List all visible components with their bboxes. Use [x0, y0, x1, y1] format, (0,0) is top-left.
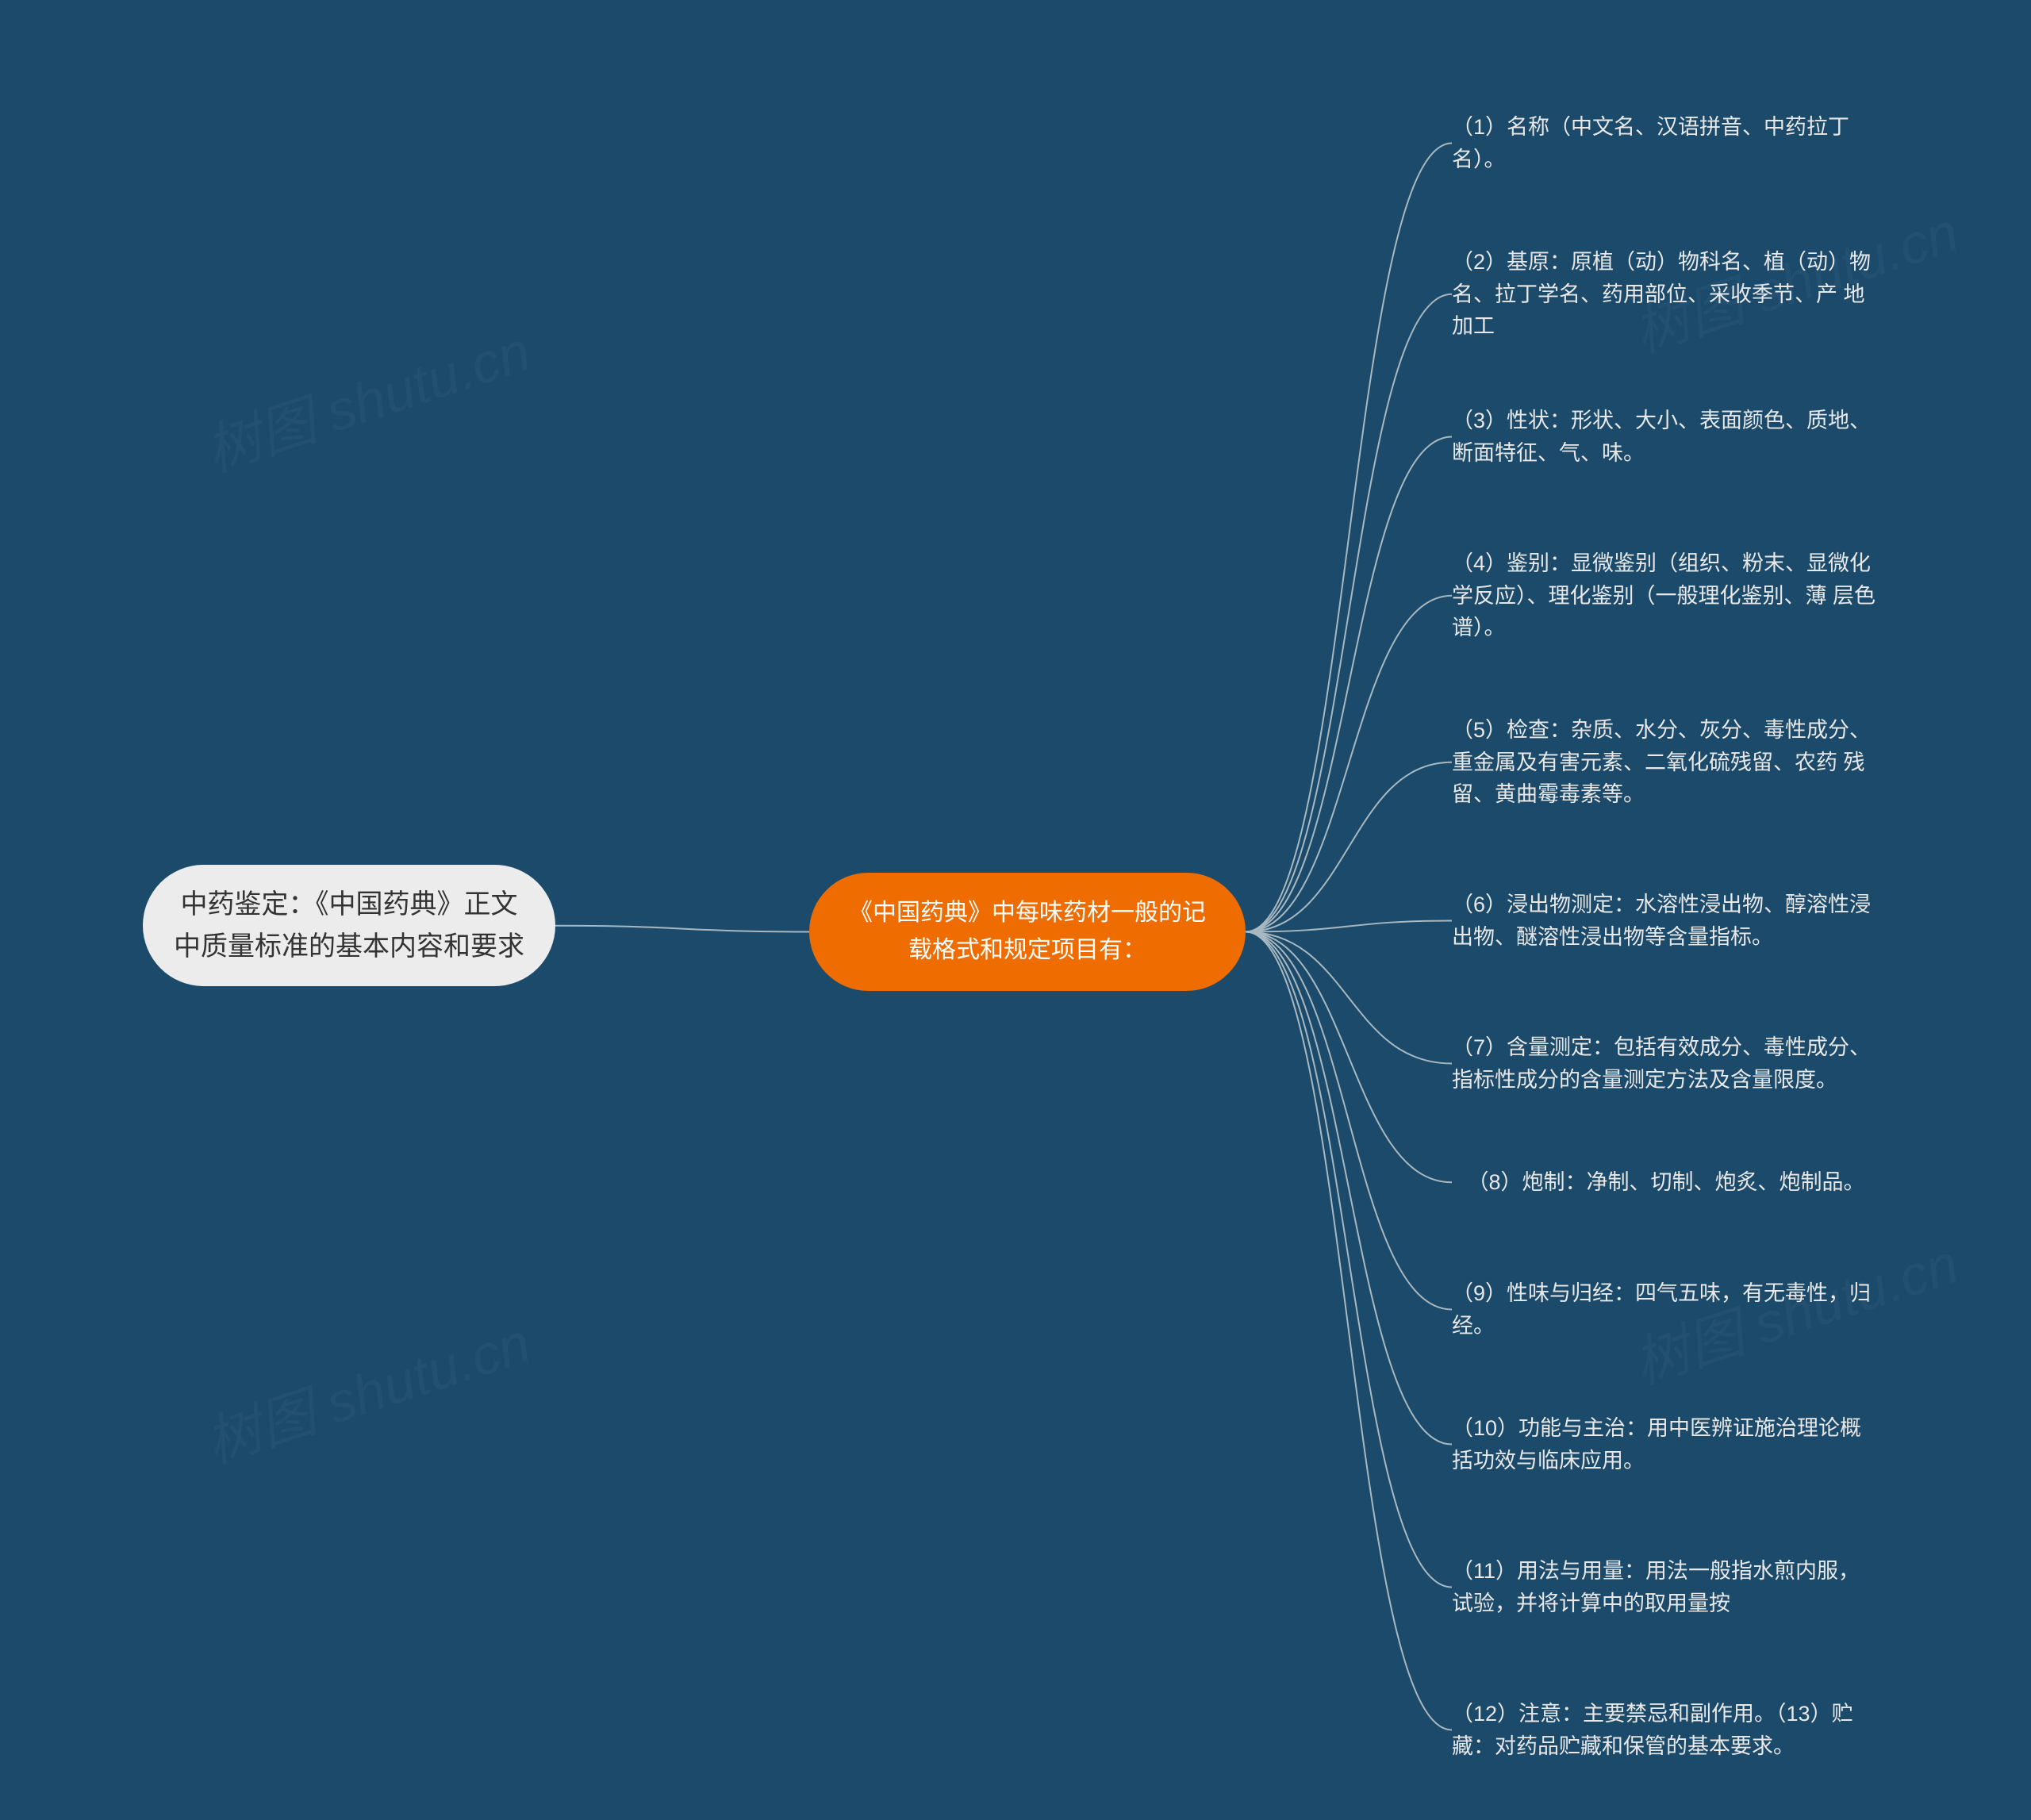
leaf-node-8: （8）炮制：净制、切制、炮炙、炮制品。	[1452, 1166, 1880, 1199]
leaf-label: （4）鉴别：显微鉴别（组织、粉末、显微化学反应）、理化鉴别（一般理化鉴别、薄 层…	[1452, 547, 1880, 644]
leaf-label: （11）用法与用量：用法一般指水煎内服，试验，并将计算中的取用量按	[1452, 1555, 1880, 1619]
leaf-label: （7）含量测定：包括有效成分、毒性成分、指标性成分的含量测定方法及含量限度。	[1452, 1031, 1880, 1096]
watermark: 树图 shutu.cn	[194, 307, 539, 487]
leaf-node-11: （11）用法与用量：用法一般指水煎内服，试验，并将计算中的取用量按	[1452, 1555, 1880, 1619]
leaf-node-6: （6）浸出物测定：水溶性浸出物、醇溶性浸出物、醚溶性浸出物等含量指标。	[1452, 889, 1880, 953]
leaf-label: （8）炮制：净制、切制、炮炙、炮制品。	[1467, 1166, 1864, 1199]
leaf-label: （1）名称（中文名、汉语拼音、中药拉丁名）。	[1452, 111, 1880, 175]
leaf-label: （6）浸出物测定：水溶性浸出物、醇溶性浸出物、醚溶性浸出物等含量指标。	[1452, 889, 1880, 953]
watermark: 树图 shutu.cn	[194, 1299, 539, 1479]
leaf-node-12: （12）注意：主要禁忌和副作用。（13）贮藏：对药品贮藏和保管的基本要求。	[1452, 1698, 1880, 1762]
root-label: 中药鉴定：《中国药典》正文中质量标准的基本内容和要求	[171, 884, 527, 967]
mid-node: 《中国药典》中每味药材一般的记载格式和规定项目有：	[809, 873, 1246, 991]
leaf-node-7: （7）含量测定：包括有效成分、毒性成分、指标性成分的含量测定方法及含量限度。	[1452, 1031, 1880, 1096]
leaf-node-3: （3）性状：形状、大小、表面颜色、质地、断面特征、气、味。	[1452, 405, 1880, 469]
leaf-node-9: （9）性味与归经：四气五味，有无毒性，归经。	[1452, 1277, 1880, 1342]
leaf-node-10: （10）功能与主治：用中医辨证施治理论概括功效与临床应用。	[1452, 1412, 1880, 1476]
mid-label: 《中国药典》中每味药材一般的记载格式和规定项目有：	[841, 895, 1214, 969]
leaf-node-2: （2）基原：原植（动）物科名、植（动）物名、拉丁学名、药用部位、采收季节、产 地…	[1452, 246, 1880, 343]
leaf-label: （5）检查：杂质、水分、灰分、毒性成分、重金属及有害元素、二氧化硫残留、农药 残…	[1452, 714, 1880, 811]
root-node: 中药鉴定：《中国药典》正文中质量标准的基本内容和要求	[143, 865, 555, 986]
leaf-node-1: （1）名称（中文名、汉语拼音、中药拉丁名）。	[1452, 111, 1880, 175]
leaf-node-4: （4）鉴别：显微鉴别（组织、粉末、显微化学反应）、理化鉴别（一般理化鉴别、薄 层…	[1452, 547, 1880, 644]
leaf-label: （9）性味与归经：四气五味，有无毒性，归经。	[1452, 1277, 1880, 1342]
leaf-node-5: （5）检查：杂质、水分、灰分、毒性成分、重金属及有害元素、二氧化硫残留、农药 残…	[1452, 714, 1880, 811]
leaf-label: （12）注意：主要禁忌和副作用。（13）贮藏：对药品贮藏和保管的基本要求。	[1452, 1698, 1880, 1762]
leaf-label: （3）性状：形状、大小、表面颜色、质地、断面特征、气、味。	[1452, 405, 1880, 469]
leaf-label: （2）基原：原植（动）物科名、植（动）物名、拉丁学名、药用部位、采收季节、产 地…	[1452, 246, 1880, 343]
leaf-label: （10）功能与主治：用中医辨证施治理论概括功效与临床应用。	[1452, 1412, 1880, 1476]
